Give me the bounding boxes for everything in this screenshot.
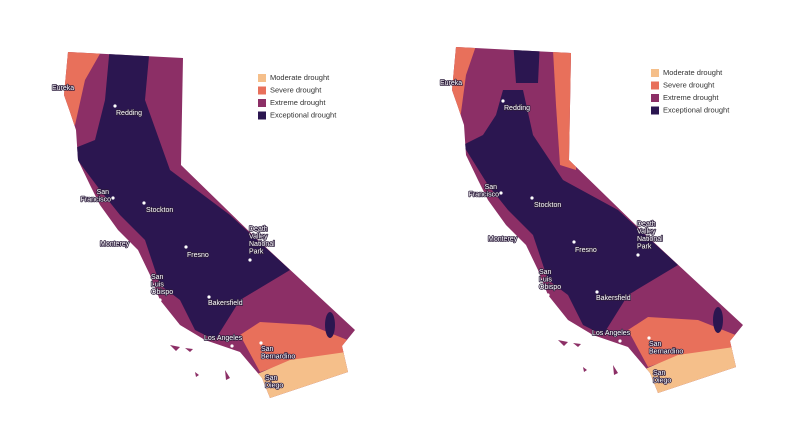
islands <box>170 345 230 380</box>
city-dot <box>113 104 117 108</box>
city-label: San Bernardino <box>649 341 683 356</box>
zone-exceptional <box>513 47 540 83</box>
city-dot <box>142 201 146 205</box>
zone-exceptional <box>463 90 678 335</box>
city-label: Stockton <box>146 207 173 214</box>
legend-swatch <box>651 106 659 115</box>
legend-label: Exceptional drought <box>663 105 730 114</box>
city-dot <box>259 341 263 345</box>
city-label: Monterey <box>100 241 130 248</box>
city-label: San Luis Obispo <box>539 269 561 291</box>
legend-swatch <box>258 99 266 107</box>
city-label: San Francisco <box>81 189 111 204</box>
city-label: Stockton <box>534 202 561 209</box>
city-dot <box>647 336 651 340</box>
city-label: Los Angeles <box>592 330 631 337</box>
legend-label: Extreme drought <box>663 93 719 102</box>
map: Eureka Redding San Francisco Stockton Monte… <box>51 52 355 398</box>
city-label: San Francisco <box>469 184 499 199</box>
city-dot <box>207 295 211 299</box>
city-label: San Diego <box>265 375 283 390</box>
city-label: Bakersfield <box>596 295 631 302</box>
city-label: San Luis Obispo <box>151 274 173 296</box>
city-dot <box>184 245 188 249</box>
islands <box>558 340 618 375</box>
city-label: Fresno <box>187 252 209 259</box>
city-dot <box>595 290 599 294</box>
city-label: Fresno <box>575 247 597 254</box>
legend-swatch <box>258 111 266 120</box>
city-label: Death Valley National Park <box>637 221 665 251</box>
legend-swatch <box>651 94 659 102</box>
city-dot <box>530 196 534 200</box>
city-label: San Bernardino <box>261 346 295 361</box>
city-label: Monterey <box>488 236 518 243</box>
city-label: Los Angeles <box>204 335 243 342</box>
legend-label: Exceptional drought <box>270 110 337 119</box>
map: Eureka Redding San Francisco Stockton Monte… <box>439 47 743 393</box>
city-dot <box>264 393 268 397</box>
legend-label: Moderate drought <box>663 68 723 77</box>
city-dot <box>572 240 576 244</box>
legend-swatch <box>651 69 659 77</box>
city-dot <box>618 339 622 343</box>
city-label: San Diego <box>653 370 671 385</box>
city-dot <box>248 258 252 262</box>
city-label: Redding <box>116 110 142 117</box>
city-dot <box>546 293 550 297</box>
city-dot <box>652 388 656 392</box>
city-label: Eureka <box>52 85 74 92</box>
city-label: Redding <box>504 105 530 112</box>
legend-swatch <box>258 74 266 82</box>
legend: Moderate drought Severe drought Extreme dr… <box>651 68 730 115</box>
city-label: Death Valley National Park <box>249 226 277 256</box>
city-dot <box>158 298 162 302</box>
city-label: Bakersfield <box>208 300 243 307</box>
city-label: Eureka <box>440 80 462 87</box>
lake <box>713 307 723 333</box>
city-dot <box>501 99 505 103</box>
city-dot <box>636 253 640 257</box>
legend-swatch <box>651 81 659 90</box>
city-dot <box>499 191 503 195</box>
zone-exceptional <box>70 52 290 340</box>
city-dot <box>111 196 115 200</box>
legend-swatch <box>258 86 266 95</box>
legend: Moderate drought Severe drought Extreme dr… <box>258 73 337 120</box>
legend-label: Severe drought <box>663 80 715 89</box>
legend-label: Moderate drought <box>270 73 330 82</box>
legend-label: Extreme drought <box>270 98 326 107</box>
city-dot <box>230 344 234 348</box>
legend-label: Severe drought <box>270 85 322 94</box>
lake <box>325 312 335 338</box>
zone-severe <box>64 52 105 125</box>
